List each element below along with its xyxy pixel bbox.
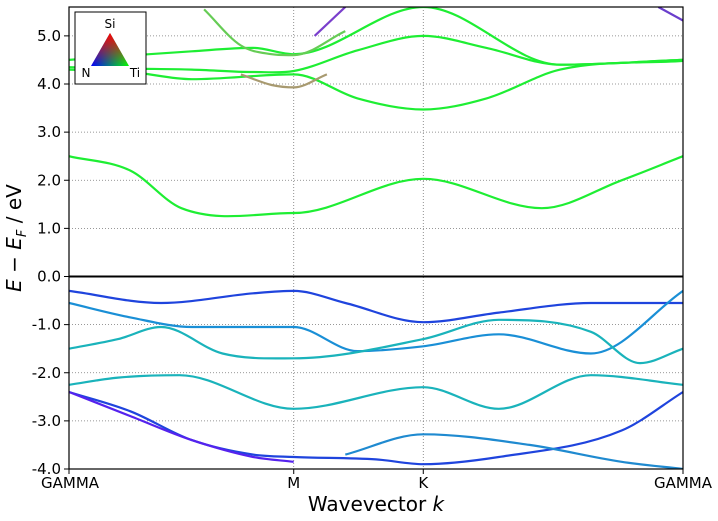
plot-frame [68,6,684,470]
y-tick-label: 0.0 [37,268,61,286]
band-line-5 [203,8,346,57]
legend-label-n: N [82,66,91,80]
band-line-1 [69,155,683,218]
band-line-9 [69,289,683,324]
y-tick-label: 1.0 [37,219,61,237]
x-tick-label: M [287,474,300,492]
y-tick-label: -1.0 [32,316,61,334]
y-tick-label: 5.0 [37,27,61,45]
x-axis-ticks: GAMMA M K GAMMA [41,469,713,492]
band-line-6 [240,73,328,89]
y-tick-label: 2.0 [37,171,61,189]
band-line-12 [69,374,683,410]
color-triangle-overlay [91,33,129,66]
y-axis-ticks: -4.0 -3.0 -2.0 -1.0 0.0 1.0 2.0 3.0 4.0 5.0 [32,27,69,478]
band-series-group [69,7,683,469]
band-line-14 [69,390,294,463]
band-line-13 [69,390,683,466]
band-line-2 [69,59,683,111]
y-tick-label: -3.0 [32,412,61,430]
y-axis-title: E − EF / eV [2,184,30,292]
band-line-15 [345,433,683,469]
band-line-8 [657,7,683,22]
x-axis-title: Wavevector k [308,492,446,516]
band-line-7 [313,7,347,37]
band-line-11 [69,318,683,365]
legend-label-ti: Ti [129,66,140,80]
band-line-4 [69,7,683,66]
legend-label-si: Si [105,17,116,31]
y-tick-label: 4.0 [37,75,61,93]
y-tick-label: -2.0 [32,364,61,382]
x-tick-label: GAMMA [654,474,713,492]
y-tick-label: -4.0 [32,460,61,478]
x-tick-label: K [418,474,429,492]
y-tick-label: 3.0 [37,123,61,141]
x-tick-label: GAMMA [41,474,100,492]
ternary-legend: Si N Ti [74,11,147,85]
